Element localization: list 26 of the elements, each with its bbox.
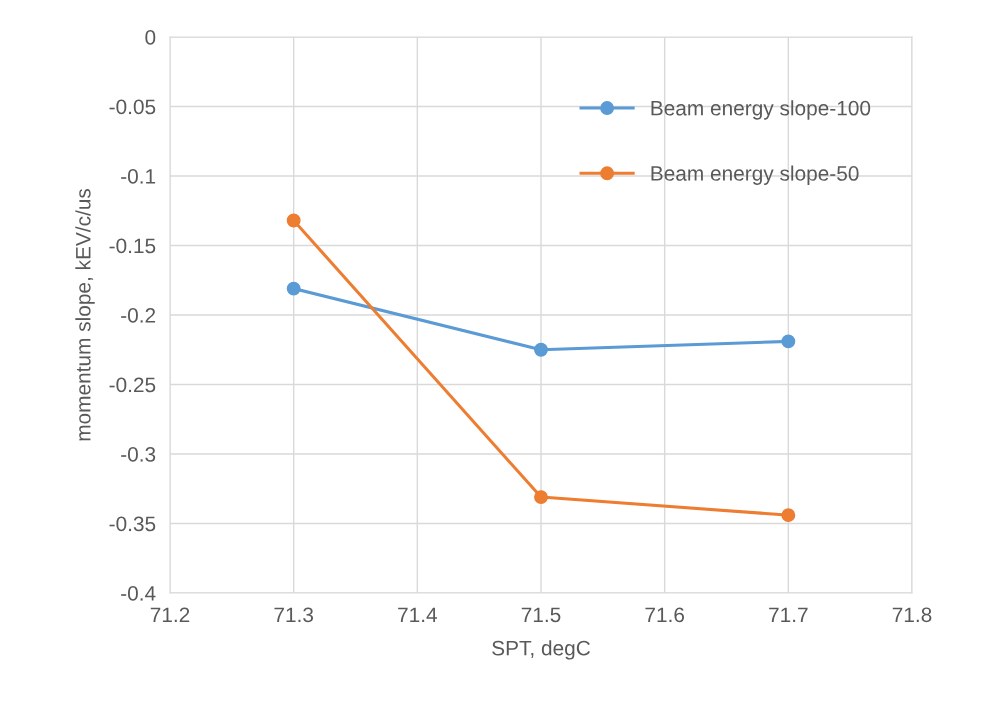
x-tick-label: 71.3 — [274, 607, 314, 623]
point — [534, 490, 548, 505]
y-tick-label: 0 — [145, 30, 156, 45]
point — [781, 334, 796, 349]
point — [534, 342, 548, 357]
point — [286, 281, 301, 296]
y-tick-label: -0.3 — [121, 447, 156, 462]
legend-label: Beam energy slope-100 — [651, 100, 871, 120]
x-tick-label: 71.6 — [645, 607, 685, 623]
x-tick-label: 71.8 — [892, 607, 932, 623]
y-tick-label: -0.2 — [121, 308, 156, 323]
x-axis-title: SPT, degC — [492, 640, 590, 660]
y-tick-label: -0.1 — [121, 169, 156, 184]
x-tick-label: 71.2 — [150, 607, 190, 622]
legend-label: Beam energy slope-50 — [651, 165, 859, 185]
x-tick-label: 71.4 — [398, 607, 437, 622]
y-tick-label: -0.05 — [109, 99, 156, 115]
x-tick-label: 71.7 — [769, 607, 808, 622]
point — [286, 213, 301, 228]
y-tick-label: -0.4 — [121, 586, 156, 601]
point — [781, 508, 796, 523]
x-tick-label: 71.5 — [521, 607, 561, 623]
y-axis-title: momentum slope, kEV/c/us — [75, 188, 95, 441]
y-tick-label: -0.35 — [109, 516, 156, 532]
y-tick-label: -0.15 — [109, 238, 156, 254]
y-tick-label: -0.25 — [109, 377, 156, 393]
